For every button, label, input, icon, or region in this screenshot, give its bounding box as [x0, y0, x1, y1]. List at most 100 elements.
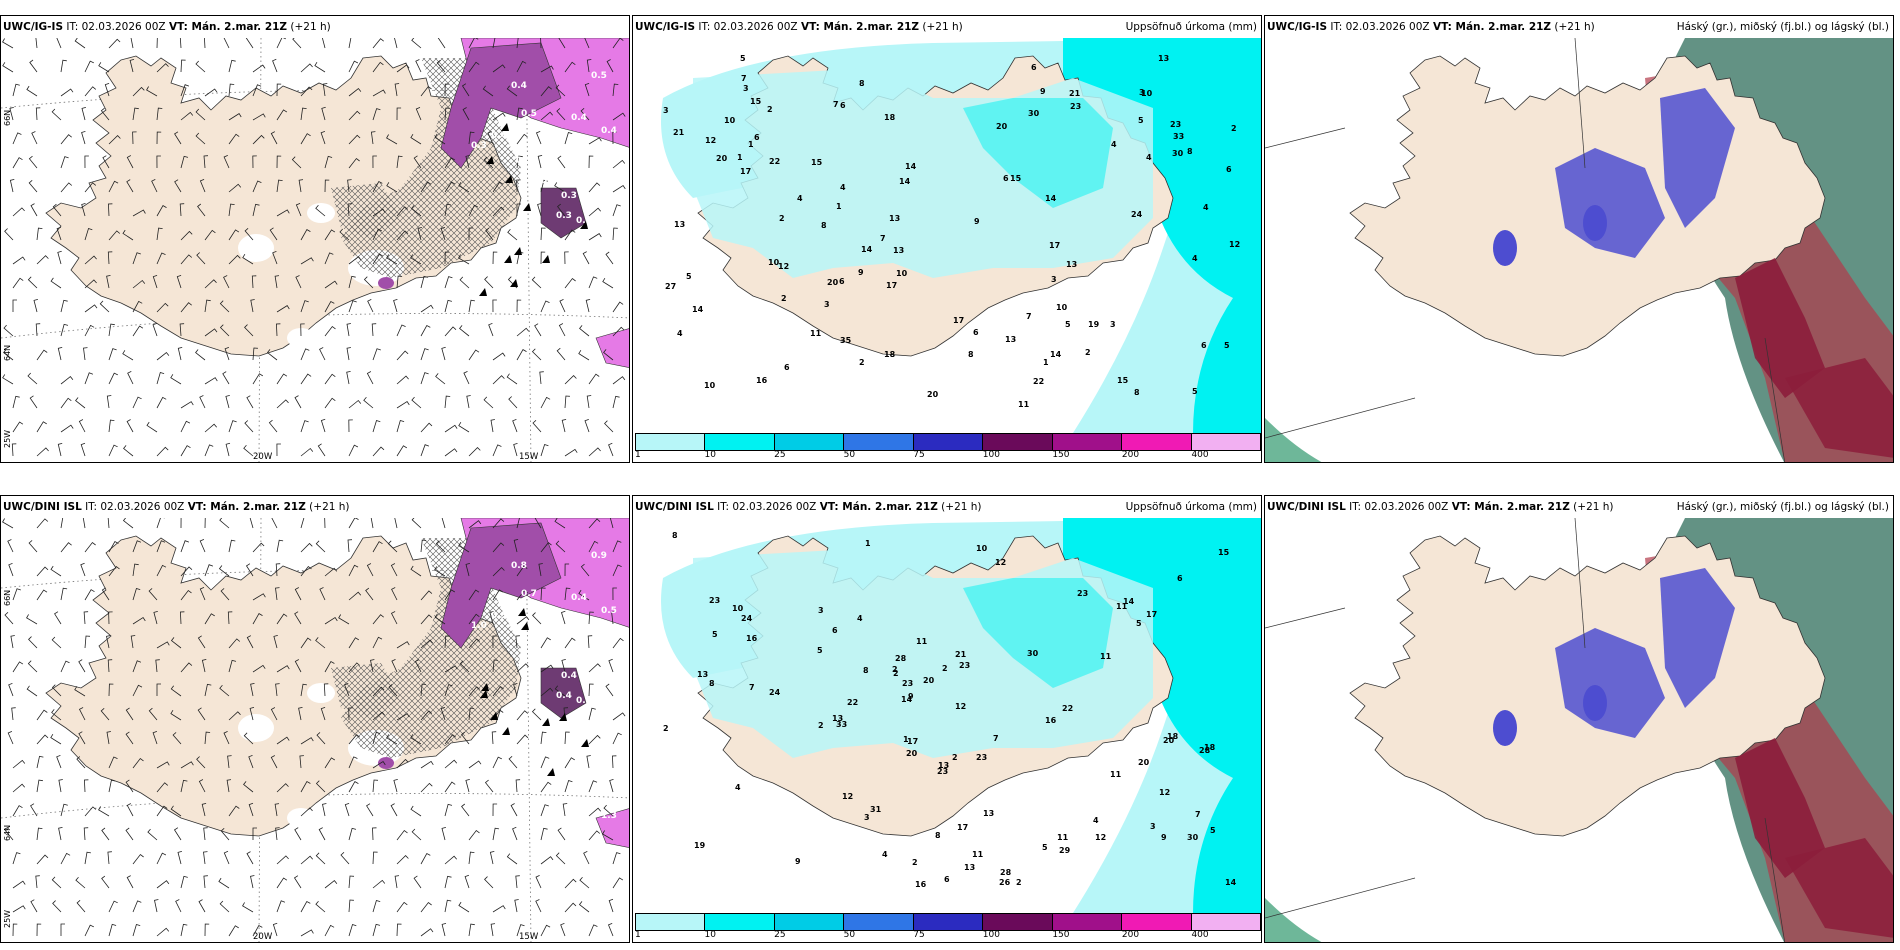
- wind-barb: [220, 588, 230, 601]
- wind-barb: [324, 155, 333, 169]
- panel-header: UWC/DINI ISL IT: 02.03.2026 00Z VT: Mán.…: [633, 496, 1261, 518]
- wind-barb: [463, 371, 470, 385]
- wind-barb: [420, 901, 432, 913]
- wind-barb: [484, 276, 494, 289]
- wind-barb: [156, 351, 170, 361]
- wind-barb: [204, 613, 215, 625]
- wind-barb: [324, 373, 336, 385]
- wind-barb: [468, 686, 481, 697]
- wind-barb: [36, 447, 49, 457]
- wind-barb: [12, 207, 25, 217]
- wind-barb: [444, 875, 452, 889]
- wind-barb: [223, 731, 230, 745]
- colorbar-tick-label: 1: [635, 930, 641, 940]
- wind-barb: [465, 155, 470, 169]
- wind-barb: [78, 707, 86, 721]
- wind-barb: [204, 683, 212, 697]
- wind-barb: [344, 683, 350, 697]
- wind-barb: [75, 397, 86, 409]
- wind-barb: [275, 587, 280, 601]
- wind-barb: [516, 589, 528, 601]
- colorbar-swatch: [1052, 434, 1123, 450]
- wind-barb: [148, 707, 158, 721]
- wind-barb: [51, 876, 62, 889]
- wind-barb: [2, 518, 14, 529]
- wind-barb: [244, 324, 254, 337]
- wind-barb: [420, 760, 434, 769]
- wind-barb: [60, 88, 74, 97]
- wind-barb: [510, 803, 518, 817]
- wind-barb: [180, 59, 186, 73]
- wind-barb: [516, 107, 523, 121]
- wind-barb: [204, 423, 218, 433]
- colorbar-tick-label: 75: [913, 450, 925, 460]
- precip-value: 20: [996, 122, 1008, 131]
- wind-barb: [300, 542, 313, 553]
- wind-barb: [76, 899, 86, 913]
- colorbar-tick-label: 400: [1191, 930, 1209, 940]
- wind-barb: [104, 83, 110, 97]
- wind-barb: [292, 38, 302, 49]
- precip-value: 2: [767, 105, 773, 114]
- wind-barb: [492, 567, 505, 577]
- contour-label: 1.1: [516, 636, 532, 646]
- wind-barb: [344, 803, 350, 817]
- wind-barb: [315, 900, 326, 913]
- wind-barb: [174, 179, 182, 193]
- wind-barb: [612, 227, 618, 241]
- precip-value: 10: [768, 258, 780, 267]
- precip-value: 3: [1139, 88, 1145, 97]
- wind-barb: [249, 518, 254, 529]
- wind-barb: [204, 444, 214, 457]
- cloud-map: [1265, 38, 1893, 462]
- wind-barb: [203, 155, 209, 169]
- wind-barb: [156, 540, 166, 553]
- contour-label: 0.3: [471, 141, 487, 151]
- wind-barb: [108, 372, 118, 385]
- wind-barb: [57, 347, 63, 361]
- wind-barb: [588, 734, 601, 745]
- precip-value: 28: [1000, 868, 1012, 877]
- wind-barb: [228, 420, 237, 433]
- wind-barb: [84, 279, 97, 289]
- wind-barb: [152, 323, 158, 337]
- precip-value: 6: [1031, 63, 1037, 72]
- wind-barb: [507, 228, 518, 241]
- wind-barb: [320, 707, 326, 721]
- wind-barb: [228, 183, 242, 193]
- wind-barb: [588, 233, 602, 241]
- wind-barb: [250, 875, 255, 889]
- wind-barb: [348, 134, 361, 145]
- wind-barb: [252, 134, 265, 145]
- wind-barb: [228, 59, 236, 73]
- wind-barb: [12, 256, 26, 265]
- wind-barb: [78, 419, 86, 433]
- precip-value: 2: [818, 721, 824, 730]
- wind-barb: [324, 300, 335, 313]
- wind-barb: [372, 108, 381, 121]
- precip-value: 14: [905, 162, 917, 171]
- wind-barb: [580, 107, 590, 121]
- wind-barb: [12, 923, 18, 937]
- wind-barb: [516, 710, 529, 721]
- wind-barb: [586, 395, 592, 409]
- high-cloud: [1265, 898, 1322, 942]
- colorbar-swatch: [1052, 914, 1123, 930]
- wind-barb: [322, 803, 327, 817]
- lat-label-66n: 66N: [3, 589, 12, 606]
- wind-barb: [195, 132, 206, 145]
- wind-barb: [219, 300, 230, 313]
- wind-barb: [315, 204, 326, 217]
- wind-barb: [219, 324, 230, 337]
- wind-barb: [151, 179, 158, 193]
- wind-barb: [415, 107, 422, 121]
- cloud-panel-igis: UWC/IG-IS IT: 02.03.2026 00Z VT: Mán. 2.…: [1264, 15, 1894, 463]
- wind-barb: [468, 447, 481, 457]
- wind-barb: [396, 901, 408, 913]
- wind-barb: [441, 827, 446, 841]
- wind-barb: [468, 299, 475, 313]
- wind-barb: [444, 395, 451, 409]
- wind-barb: [108, 419, 115, 433]
- wind-barb: [348, 157, 360, 169]
- wind-barb: [348, 518, 359, 529]
